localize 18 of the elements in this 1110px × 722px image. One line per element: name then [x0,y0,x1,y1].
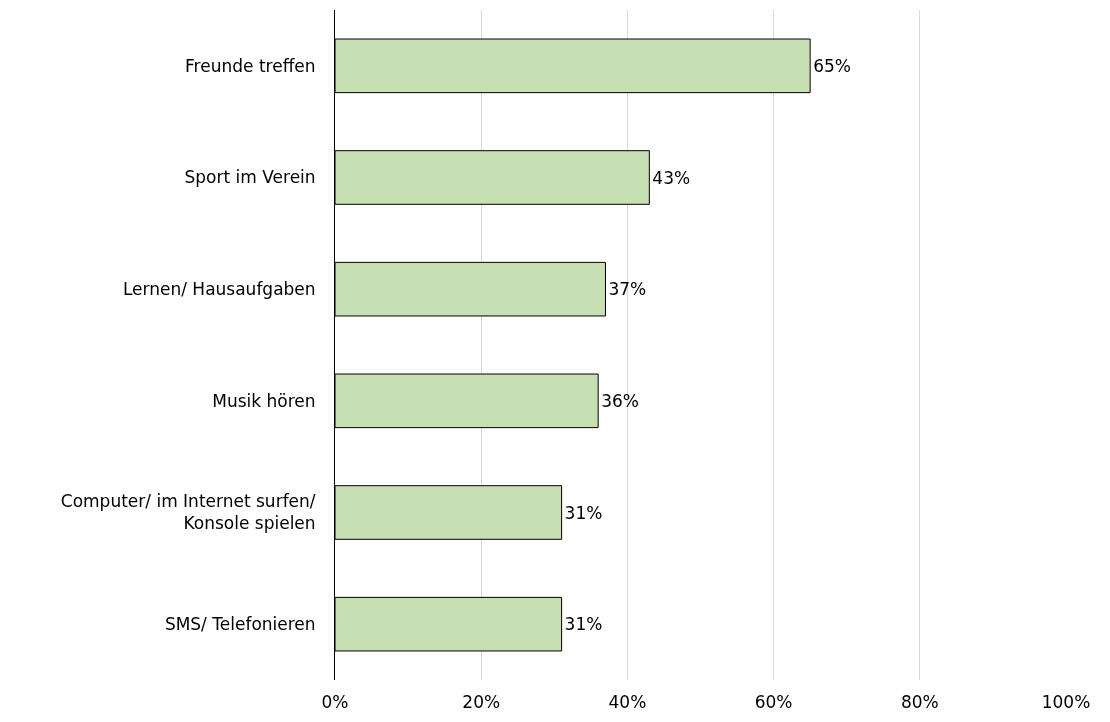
data-label: 31% [564,614,603,635]
x-tick-label: 40% [608,692,647,712]
data-label: 31% [564,502,603,523]
x-tick-label: 20% [462,692,501,712]
y-tick-label: Freunde treffen [185,55,316,76]
data-label: 37% [608,279,647,300]
x-tick-label: 100% [1041,692,1091,712]
data-label: 65% [813,55,851,76]
y-tick-label: Lernen/ Hausaufgaben [122,279,316,300]
data-label: 36% [601,390,639,411]
x-tick-label: 60% [754,692,793,712]
y-tick-label: Musik hören [212,390,316,411]
y-tick-label: Computer/ im Internet surfen/ Konsole spielen [60,491,316,534]
y-tick-label: SMS/ Telefonieren [164,614,316,635]
x-tick-label: 0% [321,692,349,712]
y-tick-label: Sport im Verein [184,167,316,188]
data-label: 43% [652,167,691,188]
x-tick-label: 80% [900,692,939,712]
